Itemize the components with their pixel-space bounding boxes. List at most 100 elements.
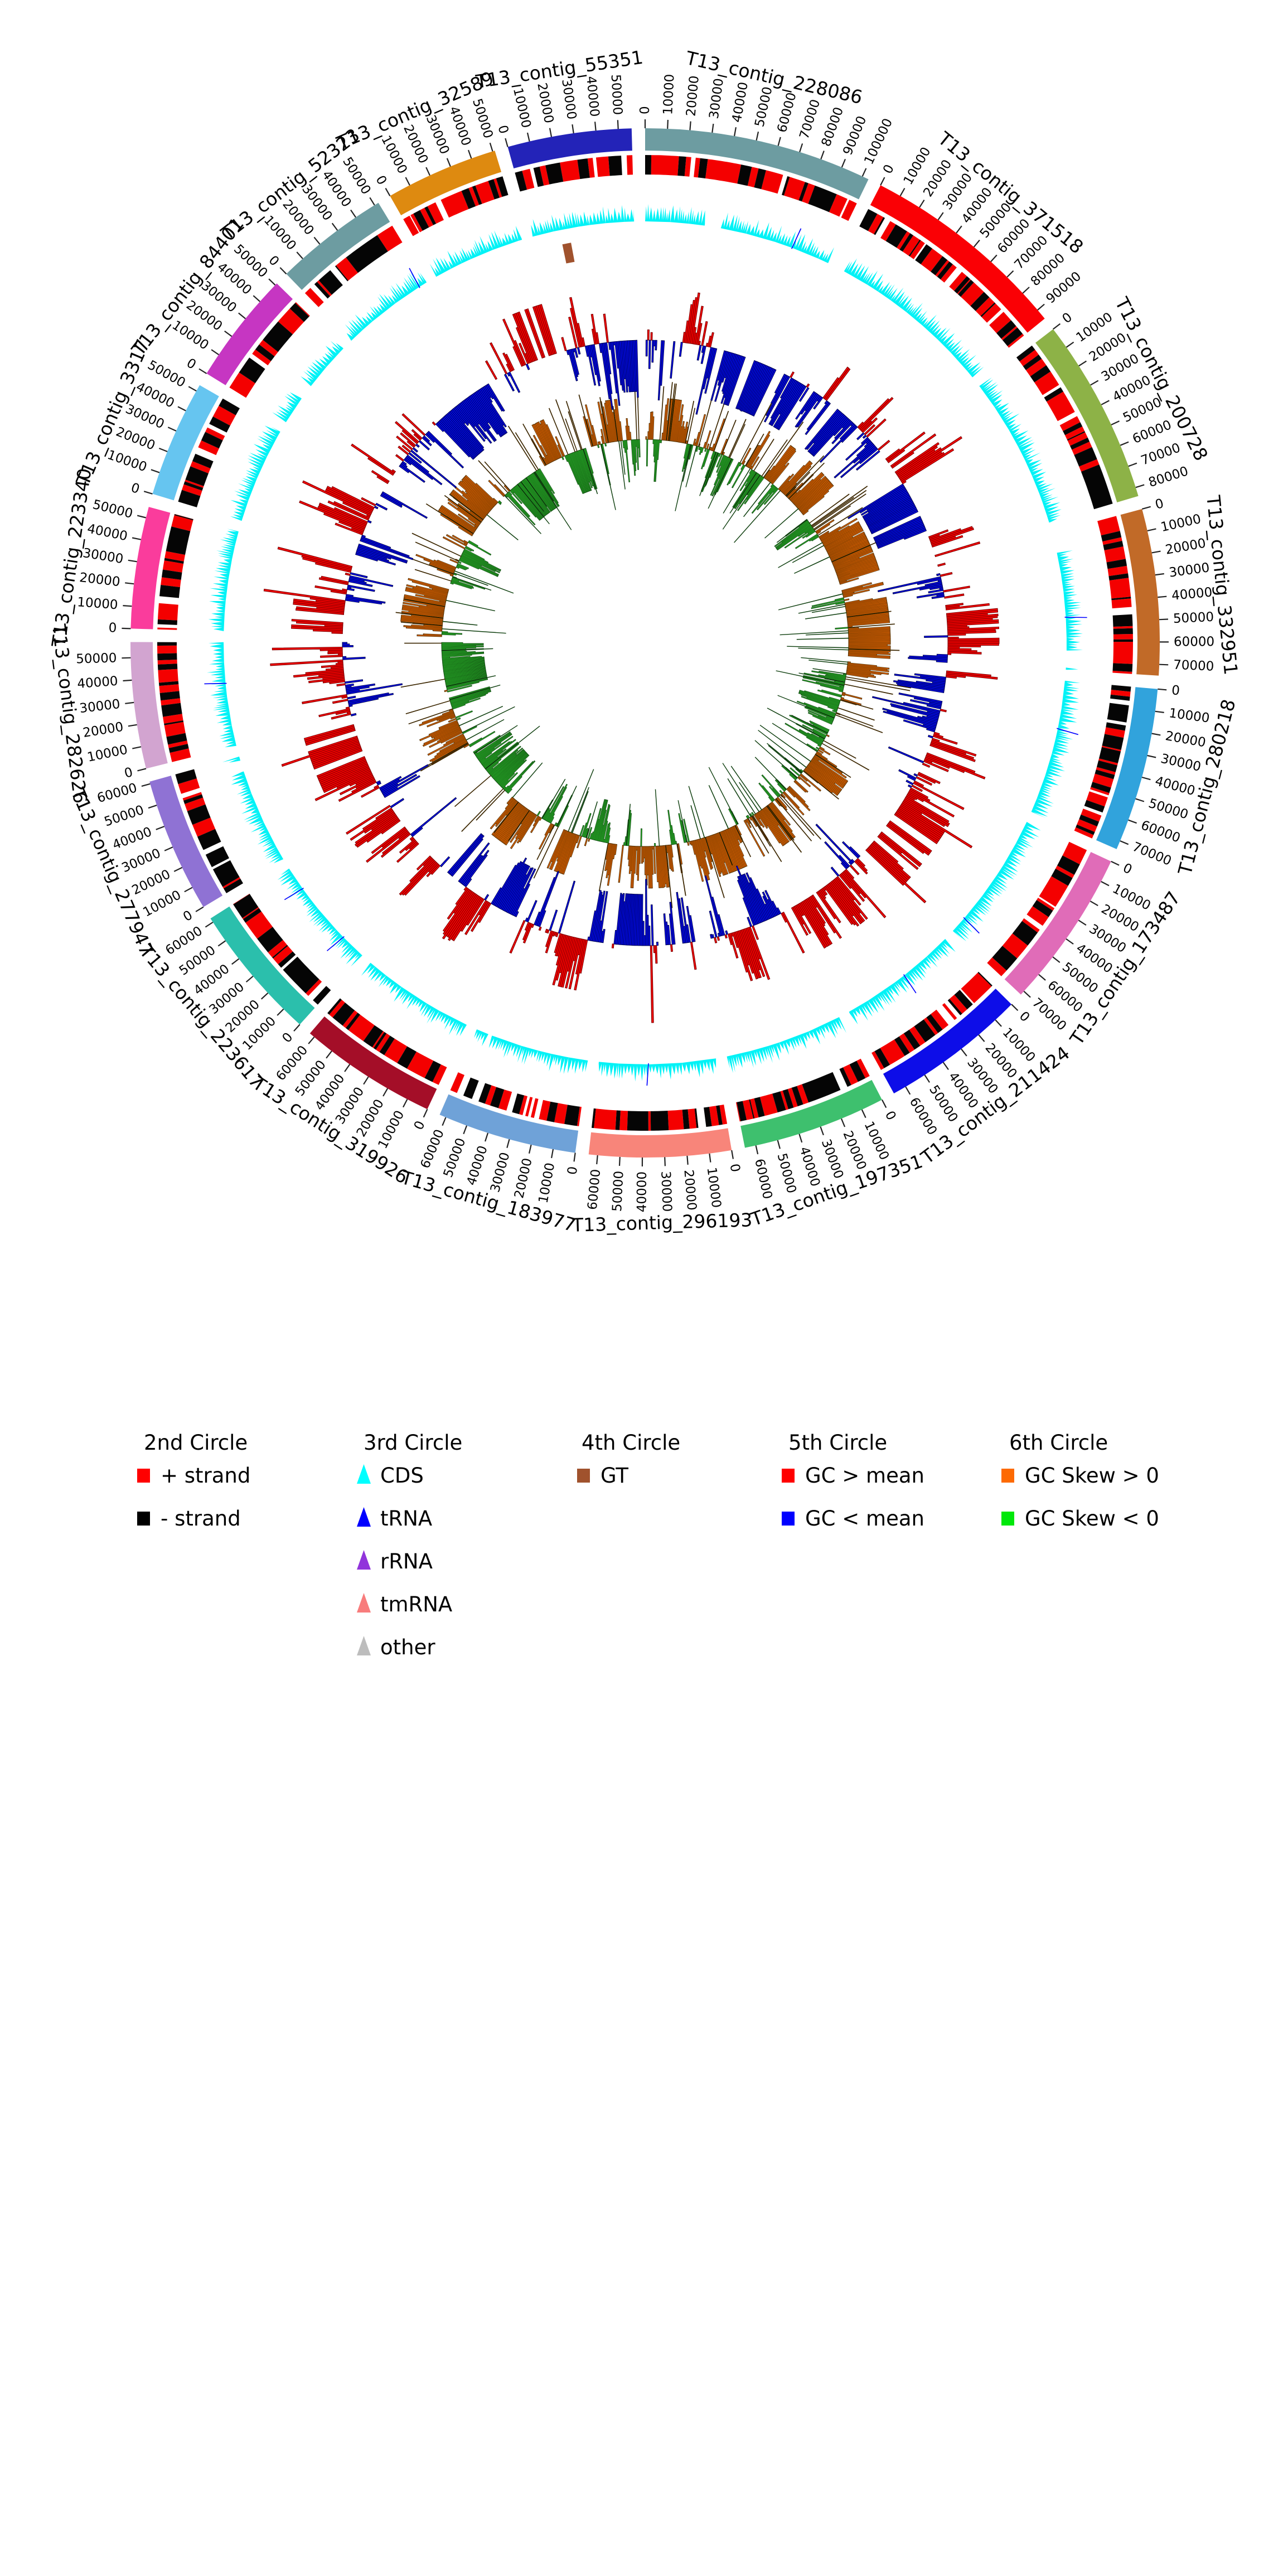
cds-marks [1057,550,1083,670]
contig-arc [286,202,390,290]
cds-marks [208,529,239,631]
skew-positive-spikes [665,843,686,908]
tick-label: 30000 [123,402,166,432]
legend-item-label: + strand [161,1464,250,1488]
tick-label: 50000 [610,1170,627,1212]
tick-marks [122,515,146,630]
skew-negative-spikes [778,593,849,651]
tick-label: 10000 [1168,706,1210,725]
skew-positive-spikes [809,486,882,563]
tick-label: 70000 [797,98,823,141]
legend-column-4nd-circle: 4th Circle GT [577,1431,680,1488]
skew-negative-bars [579,799,611,844]
strand-plus [157,645,191,762]
tick-label: 0 [727,1163,743,1173]
contig-arc [152,385,219,501]
tick-label: 30000 [423,113,452,157]
contig-arc [149,776,223,907]
tick-marks [122,657,147,772]
tick-label: 60000 [95,781,138,806]
tick-label: 30000 [488,1151,512,1194]
cds-marks [645,204,835,263]
contig-label: T13_contig_296193 [571,1209,752,1236]
skew-negative-spikes [600,440,626,510]
tick-marks [308,1037,428,1118]
tick-label: 0 [123,765,134,781]
skew-negative-bars [497,500,502,505]
tick-label: 20000 [1164,536,1207,557]
cds-marks [844,258,984,377]
cds-marks [952,822,1041,942]
contig-arc [645,128,869,200]
strand-plus [178,778,241,889]
cds-marks [531,205,635,237]
trna-marks [284,888,345,951]
tick-label: 50000 [469,97,495,141]
tick-label: 20000 [82,720,124,740]
tick-label: 60000 [585,1169,604,1210]
contig-arc [1004,852,1111,995]
gc-above-bars [865,772,973,904]
gc-below-bars [613,879,696,946]
strand-plus [1019,350,1100,472]
tick-label: 10000 [76,595,118,612]
tick-marks [442,1117,576,1162]
skew-negative-bars [727,462,779,514]
legend: 2nd Circle + strand - strand 3rd Circle CDS t… [137,1431,1159,1659]
tick-label: 30000 [82,546,124,566]
tick-label: 10000 [536,1161,558,1204]
legend-triangle-icon [357,1507,371,1527]
skew-positive-bars [490,796,555,850]
tick-label: 0 [1154,496,1165,512]
tick-marks [505,120,619,147]
tick-label: 60000 [1174,635,1214,649]
skew-positive-bars [530,419,565,467]
cds-marks [1031,680,1081,819]
skew-positive-spikes [522,399,583,466]
trna-marks [1057,728,1078,735]
skew-negative-bars [623,810,677,847]
gc-above-bars [346,805,441,896]
contig-arc [439,1094,579,1153]
tick-label: 30000 [1168,560,1210,580]
tick-label: 30000 [559,78,579,120]
gc-below-bars [898,769,918,788]
tick-layer: 0 10000 20000 30000 40000 50000 60000700008000… [76,74,1214,1212]
tick-label: 30000 [658,1171,674,1212]
strand-plus [304,225,403,307]
trna-marks [903,974,917,994]
cds-marks [345,272,427,341]
tick-label: 60000 [1130,418,1174,447]
tick-label: 30000 [1159,752,1202,774]
tick-label: 40000 [446,104,473,148]
gc-below-bars [399,430,464,488]
tick-label: 90000 [840,114,869,157]
gc-below-bars [815,824,861,877]
gc-below-bars [355,491,428,566]
tick-label: 40000 [1171,585,1213,603]
skew-positive-spikes [598,842,609,892]
strand-minus [314,235,388,299]
strand-minus [1101,531,1134,672]
legend-header: 4th Circle [582,1431,680,1455]
gt-ring [562,243,575,264]
strand-minus [463,1077,580,1126]
tick-marks [385,142,493,196]
strand-plus [594,1105,728,1131]
strand-minus [175,769,243,893]
tick-label: 0 [1060,310,1075,327]
tick-label: 0 [1171,683,1180,698]
tick-label: 50000 [1121,395,1164,425]
trna-marks [1064,617,1087,618]
skew-positive-bars [841,582,891,659]
skew-negative-spikes [512,762,577,827]
skew-negative-bars [678,808,739,843]
skew-negative-spikes [677,767,739,842]
tick-marks [141,783,204,912]
strand-plus [1074,690,1131,839]
tick-label: 10000 [105,448,149,475]
legend-swatch-icon [782,1469,795,1483]
tick-label: 20000 [512,1157,535,1200]
tick-label: 0 [1016,1009,1033,1025]
skew-negative-spikes [568,769,598,839]
